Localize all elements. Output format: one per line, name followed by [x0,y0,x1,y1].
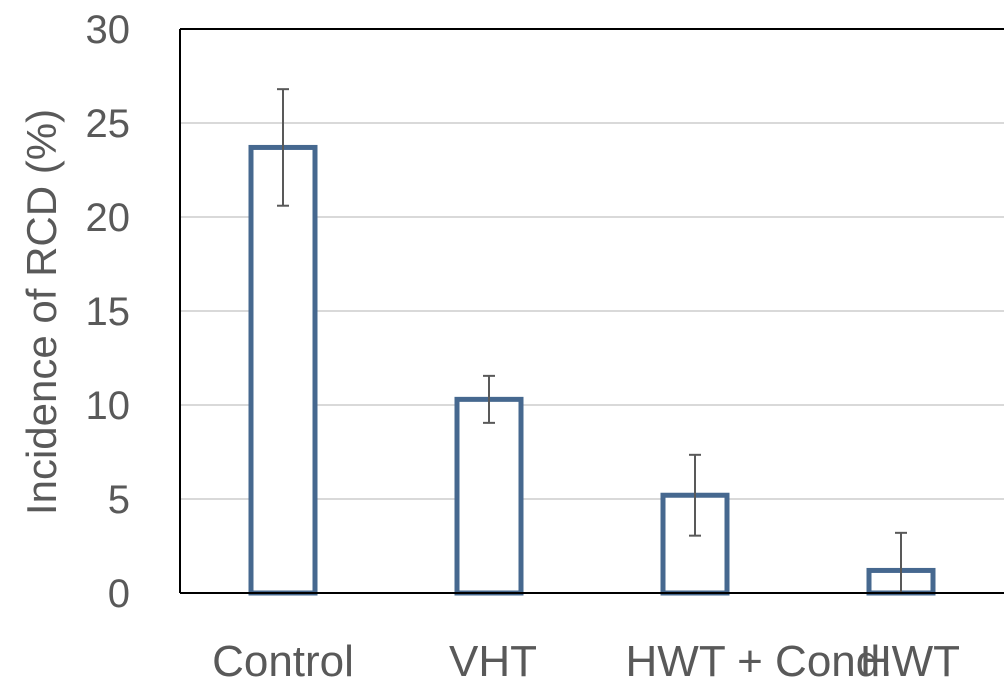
x-category-label: HWT [860,637,960,682]
y-tick-label: 0 [108,572,130,616]
y-tick-label: 20 [86,196,131,240]
axes [179,28,1004,594]
y-tick-label: 10 [86,384,131,428]
bar [454,396,524,596]
error-bar [483,374,495,424]
y-tick-label: 25 [86,102,131,146]
x-category-label: VHT [449,637,537,682]
error-bar [895,531,907,593]
y-axis-title: Incidence of RCD (%) [18,109,65,515]
x-category-labels: Control VHT HWT + Cond.HWT [212,637,960,682]
error-bars [277,88,907,593]
y-tick-label: 15 [86,290,131,334]
error-bar [277,88,289,207]
y-tick-label: 30 [86,8,131,52]
bars [248,144,936,596]
x-category-label: Control [212,637,354,682]
bar [248,144,318,596]
y-tick-labels: 0 5 10 15 20 25 30 [86,8,131,616]
x-category-label: HWT + Cond. [626,637,893,682]
error-bar [689,453,701,537]
y-tick-label: 5 [108,478,130,522]
